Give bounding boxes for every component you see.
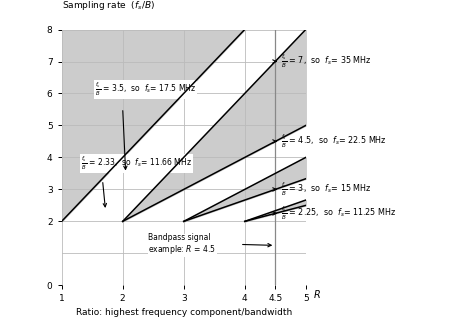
Text: $R$: $R$: [313, 288, 321, 300]
Text: $\frac{f_s}{B}$ = 3,  so  $f_s$= 15 MHz: $\frac{f_s}{B}$ = 3, so $f_s$= 15 MHz: [281, 181, 372, 198]
Text: Bandpass signal
example: $R$ = 4.5: Bandpass signal example: $R$ = 4.5: [148, 233, 216, 256]
Text: $\frac{f_s}{B}$ = 2.25,  so  $f_s$= 11.25 MHz: $\frac{f_s}{B}$ = 2.25, so $f_s$= 11.25 …: [281, 205, 397, 222]
Text: $\frac{f_s}{B}$ = 4.5,  so  $f_s$= 22.5 MHz: $\frac{f_s}{B}$ = 4.5, so $f_s$= 22.5 MH…: [281, 133, 387, 150]
Text: $\frac{f_s}{B}$ = 7,  so  $f_s$= 35 MHz: $\frac{f_s}{B}$ = 7, so $f_s$= 35 MHz: [281, 53, 372, 70]
Text: $\frac{f_s}{B}$ = 2.33,  so  $f_s$= 11.66 MHz: $\frac{f_s}{B}$ = 2.33, so $f_s$= 11.66 …: [81, 154, 192, 172]
X-axis label: Ratio: highest frequency component/bandwidth: Ratio: highest frequency component/bandw…: [75, 308, 292, 317]
Text: $\frac{f_s}{B}$ = 3.5,  so  $f_s$= 17.5 MHz: $\frac{f_s}{B}$ = 3.5, so $f_s$= 17.5 MH…: [95, 81, 196, 98]
Text: Sampling rate  ($f_s/B$): Sampling rate ($f_s/B$): [62, 0, 155, 12]
